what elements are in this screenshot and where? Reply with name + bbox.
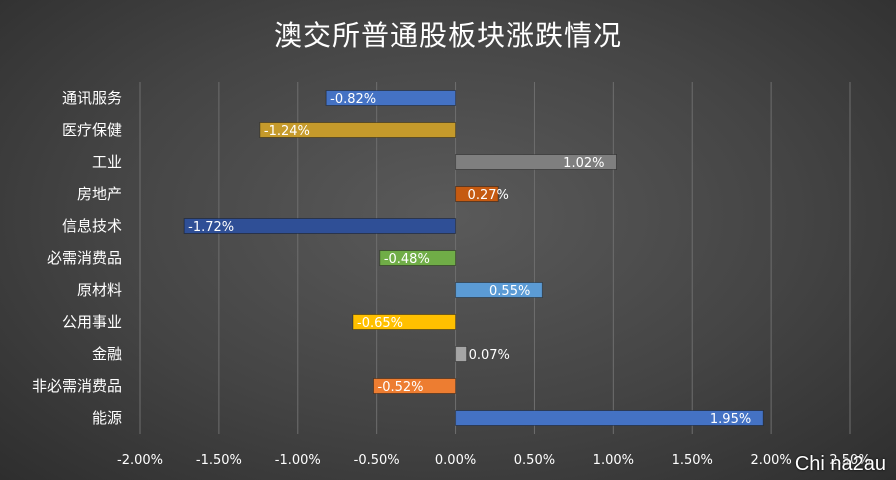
bar-6: [455, 282, 543, 298]
data-label: -0.82%: [330, 92, 376, 107]
x-tick-label: -0.50%: [354, 453, 400, 468]
x-tick-label: 1.50%: [672, 453, 713, 468]
category-label: 原材料: [77, 281, 122, 299]
x-tick-label: -2.00%: [117, 453, 163, 468]
data-label: 1.02%: [563, 156, 604, 171]
category-label: 通讯服务: [62, 89, 122, 107]
bar-2: [455, 154, 617, 170]
x-tick-label: 0.50%: [514, 453, 555, 468]
chart-title: 澳交所普通股板块涨跌情况: [273, 19, 622, 52]
x-tick-label: -1.50%: [196, 453, 242, 468]
bar-5: [379, 250, 457, 266]
x-tick-label: 2.50%: [829, 453, 870, 468]
data-label: -0.48%: [384, 252, 430, 267]
category-label: 必需消费品: [47, 249, 122, 267]
category-label: 公用事业: [62, 313, 122, 331]
bar-8: [455, 346, 468, 362]
bar-3: [455, 186, 499, 202]
bar-4: [183, 218, 457, 234]
data-label: 1.95%: [710, 412, 751, 427]
category-label: 能源: [92, 409, 122, 427]
data-label: -1.24%: [264, 124, 310, 139]
category-label: 非必需消费品: [32, 377, 122, 395]
bar-0: [325, 90, 457, 106]
bar-7: [352, 314, 457, 330]
x-tick-label: 0.00%: [435, 453, 476, 468]
category-label: 信息技术: [62, 217, 122, 235]
bar-10: [455, 410, 764, 426]
bar-1: [259, 122, 457, 138]
data-labels: -0.82% -1.24% 1.02% 0.27% -1.72% -0.48% 0.55% -…: [188, 92, 751, 427]
data-label: -1.72%: [188, 220, 234, 235]
category-label: 金融: [92, 345, 122, 363]
category-label: 房地产: [77, 185, 122, 203]
data-label: -0.65%: [357, 316, 403, 331]
category-label: 工业: [92, 153, 122, 171]
x-tick-labels: -2.00% -1.50% -1.00% -0.50% 0.00% 0.50% 1.00% 1…: [117, 453, 871, 468]
data-label: 0.55%: [489, 284, 530, 299]
data-label: 0.07%: [469, 348, 510, 363]
grid-lines: [139, 82, 851, 434]
x-tick-label: -1.00%: [275, 453, 321, 468]
category-label: 医疗保健: [62, 121, 122, 139]
x-tick-label: 2.00%: [750, 453, 791, 468]
x-tick-label: 1.00%: [593, 453, 634, 468]
data-label: -0.52%: [378, 380, 424, 395]
watermark-text: Chi na2au: [794, 453, 886, 475]
data-label: 0.27%: [468, 188, 509, 203]
bars: [183, 90, 764, 426]
bar-9: [373, 378, 457, 394]
